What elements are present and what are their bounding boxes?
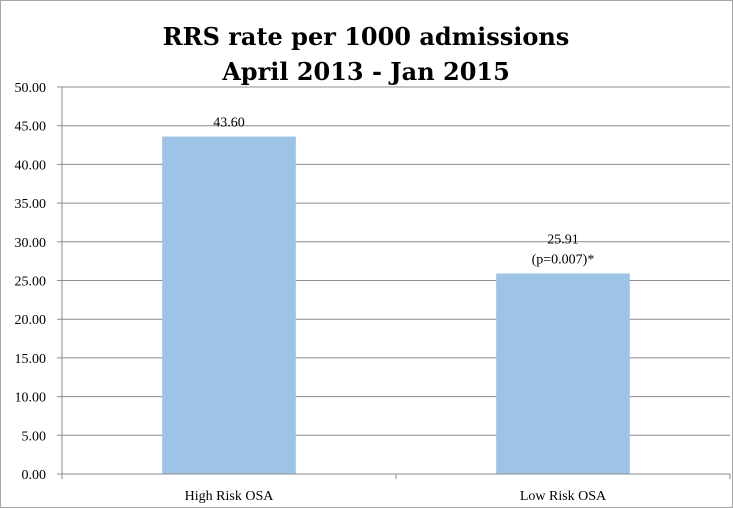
y-tick-label: 5.00: [22, 429, 47, 444]
y-tick-label: 10.00: [15, 391, 47, 406]
chart-title: RRS rate per 1000 admissions: [163, 22, 570, 51]
y-tick-label: 0.00: [22, 468, 47, 483]
data-label: (p=0.007)*: [532, 252, 595, 267]
data-label: 25.91: [547, 232, 579, 247]
x-category-label: High Risk OSA: [185, 489, 275, 504]
bar: [162, 136, 296, 474]
x-category-label: Low Risk OSA: [520, 489, 607, 504]
y-tick-label: 25.00: [15, 275, 47, 290]
x-axis-categories: High Risk OSA Low Risk OSA: [185, 489, 607, 504]
y-axis-ticks: 0.00 5.00 10.00 15.00 20.00 25.00 30.00 35.00 40…: [15, 81, 62, 483]
y-tick-label: 15.00: [15, 352, 47, 367]
y-tick-label: 30.00: [15, 236, 47, 251]
y-tick-label: 45.00: [15, 120, 47, 135]
y-tick-label: 20.00: [15, 313, 47, 328]
y-tick-label: 50.00: [15, 81, 47, 96]
y-tick-label: 40.00: [15, 158, 47, 173]
bars: [162, 136, 630, 474]
y-tick-label: 35.00: [15, 197, 47, 212]
data-label: 43.60: [213, 116, 245, 131]
chart-subtitle: April 2013 - Jan 2015: [221, 57, 510, 86]
bar: [496, 273, 630, 474]
data-labels: 43.60 25.91 (p=0.007)*: [213, 116, 594, 268]
